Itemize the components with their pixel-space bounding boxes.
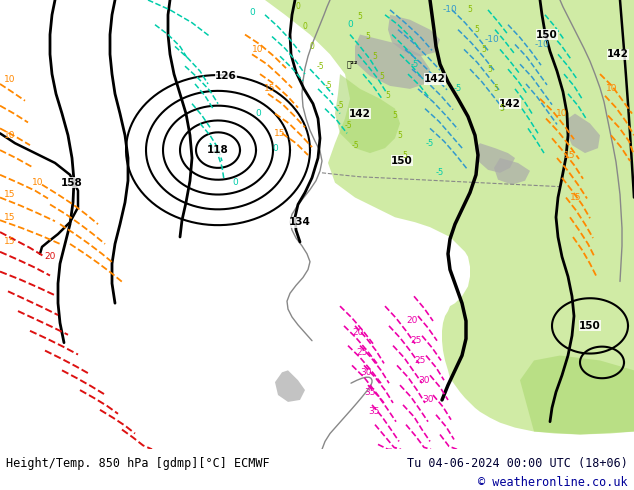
Text: 5: 5 [403,150,408,160]
Text: 0: 0 [232,178,238,187]
Text: 15: 15 [564,150,576,160]
Text: 15: 15 [275,129,286,138]
Text: -5: -5 [454,84,462,94]
Polygon shape [265,0,634,435]
Text: 5: 5 [398,131,403,140]
Polygon shape [494,158,530,185]
Text: -5: -5 [426,139,434,147]
Text: -5: -5 [344,121,352,130]
Polygon shape [566,114,600,153]
Text: 5: 5 [373,52,377,61]
Text: 0: 0 [309,42,314,51]
Text: 15: 15 [4,238,16,246]
Text: 10: 10 [4,74,16,83]
Text: -5: -5 [436,169,444,177]
Text: 0: 0 [272,144,278,152]
Text: -5: -5 [324,81,332,91]
Text: 5: 5 [392,111,398,120]
Text: Height/Temp. 850 hPa [gdmp][°C] ECMWF: Height/Temp. 850 hPa [gdmp][°C] ECMWF [6,457,270,470]
Text: 142: 142 [349,109,371,119]
Text: 150: 150 [536,29,558,40]
Text: 0: 0 [295,2,301,11]
Text: 5: 5 [488,65,493,74]
Text: 0: 0 [249,8,255,17]
Text: 10: 10 [606,84,618,94]
Text: 30: 30 [360,368,372,377]
Text: 5: 5 [385,91,391,100]
Text: © weatheronline.co.uk: © weatheronline.co.uk [478,476,628,489]
Text: -5: -5 [316,62,324,71]
Text: 25: 25 [356,348,368,357]
Text: 5: 5 [482,45,486,54]
Text: 10: 10 [4,131,16,140]
Text: 5: 5 [366,32,370,41]
Text: 15: 15 [4,213,16,222]
Text: 10: 10 [32,178,44,187]
Text: 25: 25 [414,356,425,365]
Polygon shape [275,370,305,402]
Text: 5: 5 [467,5,472,14]
Text: 142: 142 [499,98,521,109]
Text: 142: 142 [607,49,629,59]
Text: 20: 20 [44,252,56,261]
Text: -5: -5 [351,141,359,149]
Text: -10: -10 [443,5,457,14]
Text: 20: 20 [353,328,364,337]
Text: 枃²²: 枃²² [346,60,358,69]
Text: 5: 5 [380,72,384,80]
Text: 158: 158 [61,178,83,188]
Text: 30: 30 [418,376,430,385]
Text: -10: -10 [534,40,550,49]
Text: 5: 5 [358,12,363,21]
Text: 5: 5 [493,84,498,94]
Polygon shape [335,74,400,153]
Text: 10: 10 [556,109,568,118]
Text: 35: 35 [365,388,376,396]
Text: 5: 5 [475,25,479,34]
Text: 0: 0 [302,22,307,31]
Text: 15: 15 [4,190,16,199]
Text: -5: -5 [411,60,419,69]
Text: 10: 10 [252,45,264,54]
Text: -5: -5 [336,101,344,110]
Text: -10: -10 [484,35,500,44]
Text: 118: 118 [207,145,229,155]
Text: 150: 150 [579,321,601,331]
Text: 5: 5 [500,104,505,113]
Text: 20: 20 [406,317,418,325]
Text: 150: 150 [391,156,413,166]
Polygon shape [388,15,440,56]
Polygon shape [475,143,515,173]
Polygon shape [355,35,430,89]
Text: 0: 0 [347,20,353,29]
Polygon shape [520,356,634,435]
Text: 30: 30 [422,395,434,404]
Text: 15: 15 [264,84,276,94]
Text: 35: 35 [368,407,380,416]
Text: 142: 142 [424,74,446,84]
Text: 15: 15 [570,193,582,202]
Text: Tu 04-06-2024 00:00 UTC (18+06): Tu 04-06-2024 00:00 UTC (18+06) [407,457,628,470]
Text: 25: 25 [410,336,422,345]
Text: 0: 0 [255,109,261,118]
Text: 134: 134 [289,217,311,227]
Text: 126: 126 [215,71,237,81]
